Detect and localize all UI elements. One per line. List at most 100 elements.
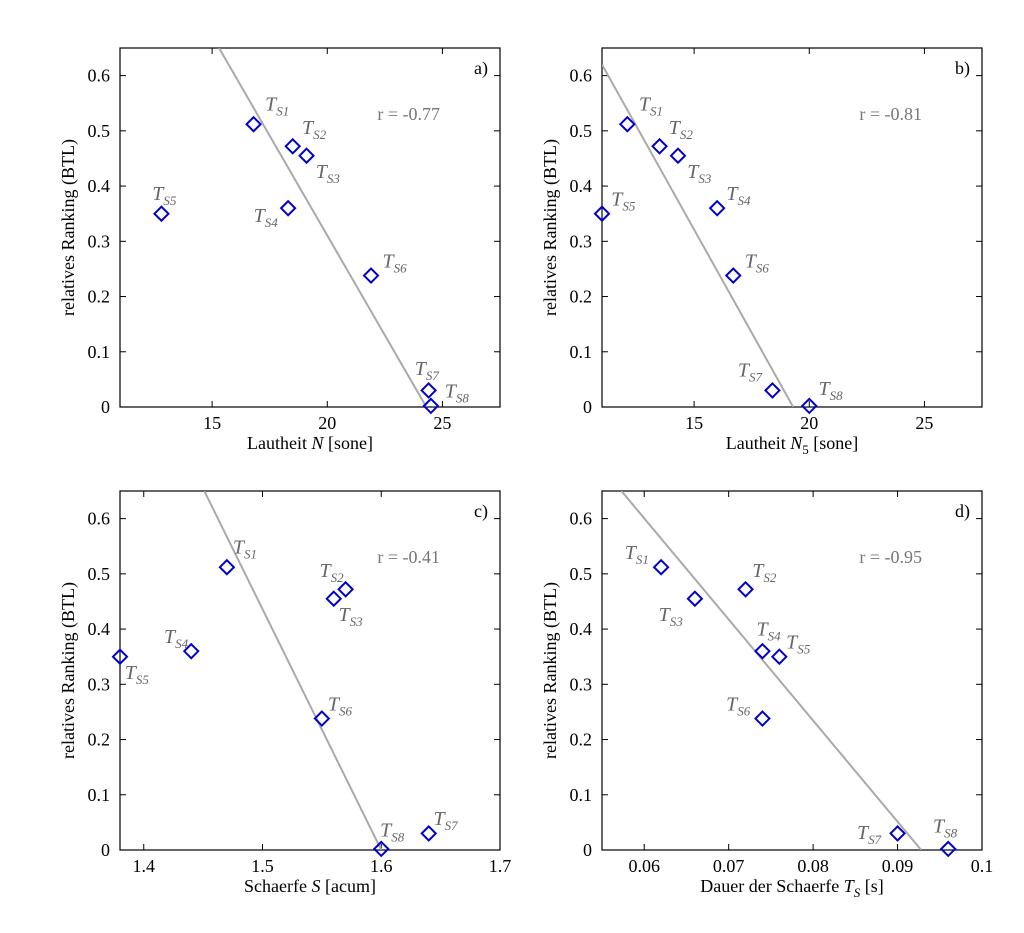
axes-frame	[119, 47, 501, 408]
y-tick-label: 0.6	[88, 66, 111, 86]
y-tick-label: 0.4	[570, 176, 593, 196]
data-point-s7	[420, 382, 438, 399]
y-tick-label: 0.5	[570, 121, 593, 141]
x-tick-label: 20	[800, 413, 818, 433]
x-tick-label: 1.4	[133, 856, 156, 876]
panel-tag: d)	[955, 501, 970, 522]
data-point-s4	[708, 199, 726, 217]
point-label-s2: TS2	[752, 560, 777, 585]
data-point-s6	[362, 267, 380, 284]
data-point-s4	[754, 642, 771, 660]
data-point-s1	[652, 558, 670, 576]
data-point-s5	[111, 648, 129, 666]
x-tick-label: 1.6	[370, 856, 393, 876]
data-point-s8	[800, 397, 818, 415]
x-tick-label: 0.1	[971, 856, 994, 876]
correlation-label: r = -0.81	[859, 104, 922, 124]
data-point-s8	[422, 397, 440, 415]
point-label-s6: TS6	[745, 250, 770, 275]
x-axis-label: Dauer der Schaerfe TS [s]	[700, 876, 883, 900]
y-tick-label: 0.1	[88, 785, 111, 805]
data-point-s5	[770, 648, 788, 666]
point-label-s6: TS6	[726, 693, 751, 718]
point-label-s3: TS3	[316, 161, 341, 186]
point-label-s4: TS4	[164, 626, 189, 651]
y-tick-label: 0.2	[570, 287, 593, 307]
y-tick-label: 0.6	[570, 509, 593, 529]
data-point-s6	[754, 710, 771, 727]
data-point-s3	[298, 147, 315, 165]
point-label-s5: TS5	[786, 631, 811, 656]
point-label-s4: TS4	[726, 183, 751, 208]
point-label-s3: TS3	[687, 161, 712, 186]
panel-3: 1.4 1.5 1.6 1.7 0 0.1 0.2 0.3 0.4 0.5 0.6 Schaerfe …	[58, 490, 512, 896]
y-tick-label: 0.5	[88, 121, 111, 141]
y-tick-label: 0.1	[88, 342, 111, 362]
y-tick-label: 0.1	[570, 342, 593, 362]
x-tick-label: 25	[915, 413, 933, 433]
point-label-s5: TS5	[611, 188, 636, 213]
point-label-s5: TS5	[125, 662, 150, 687]
x-tick-label: 0.09	[882, 856, 914, 876]
data-point-s5	[153, 205, 170, 223]
x-axis-label: Lautheit N [sone]	[247, 433, 373, 453]
data-point-s1	[618, 115, 636, 133]
data-point-s4	[182, 642, 200, 660]
x-tick-label: 0.08	[797, 856, 829, 876]
y-tick-label: 0.5	[88, 564, 111, 584]
data-point-s2	[737, 580, 754, 598]
panel-4: 0.06 0.07 0.08 0.09 0.1 0 0.1 0.2 0.3 0.4 0.5 0.6 Da…	[540, 490, 994, 900]
data-point-s3	[325, 590, 343, 608]
panel-tag: b)	[955, 58, 970, 79]
panel-1: 15 20 25 0 0.1 0.2 0.3 0.4 0.5 0.6 Lautheit N [son…	[58, 47, 501, 453]
point-label-s1: TS1	[233, 536, 257, 561]
x-tick-label: 1.5	[251, 856, 274, 876]
correlation-label: r = -0.77	[377, 104, 440, 124]
regression-line	[620, 491, 922, 850]
y-tick-label: 0.3	[570, 231, 593, 251]
data-point-s6	[724, 267, 742, 284]
regression-line	[218, 48, 428, 407]
point-label-s1: TS1	[265, 93, 289, 118]
y-tick-label: 0	[583, 840, 592, 860]
data-point-s1	[245, 115, 262, 133]
y-axis-label: relatives Ranking (BTL)	[540, 139, 561, 316]
data-point-s2	[284, 137, 302, 155]
point-label-s8: TS8	[445, 381, 470, 406]
point-label-s5: TS5	[152, 183, 177, 208]
y-tick-label: 0.6	[570, 66, 593, 86]
axes-frame	[601, 490, 983, 851]
point-label-s8: TS8	[933, 815, 958, 840]
point-label-s3: TS3	[339, 604, 364, 629]
point-label-s7: TS7	[738, 360, 763, 385]
x-tick-label: 15	[685, 413, 703, 433]
axes-frame	[601, 47, 983, 408]
x-tick-label: 25	[433, 413, 451, 433]
data-point-s7	[889, 825, 906, 842]
y-tick-label: 0	[583, 397, 592, 417]
x-tick-label: 0.06	[628, 856, 660, 876]
point-label-s4: TS4	[254, 205, 279, 230]
y-axis-label: relatives Ranking (BTL)	[540, 582, 561, 759]
point-label-s2: TS2	[669, 117, 694, 142]
y-tick-label: 0.4	[88, 176, 111, 196]
data-point-s3	[686, 590, 704, 608]
y-tick-label: 0.6	[88, 509, 111, 529]
x-tick-label: 1.7	[489, 856, 512, 876]
x-tick-label: 0.07	[713, 856, 745, 876]
data-point-s2	[651, 137, 668, 155]
y-tick-label: 0	[101, 840, 110, 860]
y-tick-label: 0.4	[88, 619, 111, 639]
point-label-s7: TS7	[857, 822, 882, 847]
panel-tag: c)	[474, 501, 488, 522]
point-label-s3: TS3	[659, 604, 684, 629]
point-label-s7: TS7	[415, 358, 440, 383]
point-label-s8: TS8	[818, 378, 843, 403]
data-point-s1	[218, 558, 236, 576]
data-point-s8	[372, 840, 390, 858]
x-axis-label: Lautheit N5 [sone]	[726, 433, 858, 457]
y-tick-label: 0.3	[88, 231, 111, 251]
correlation-label: r = -0.95	[859, 547, 922, 567]
data-point-s7	[764, 382, 781, 399]
